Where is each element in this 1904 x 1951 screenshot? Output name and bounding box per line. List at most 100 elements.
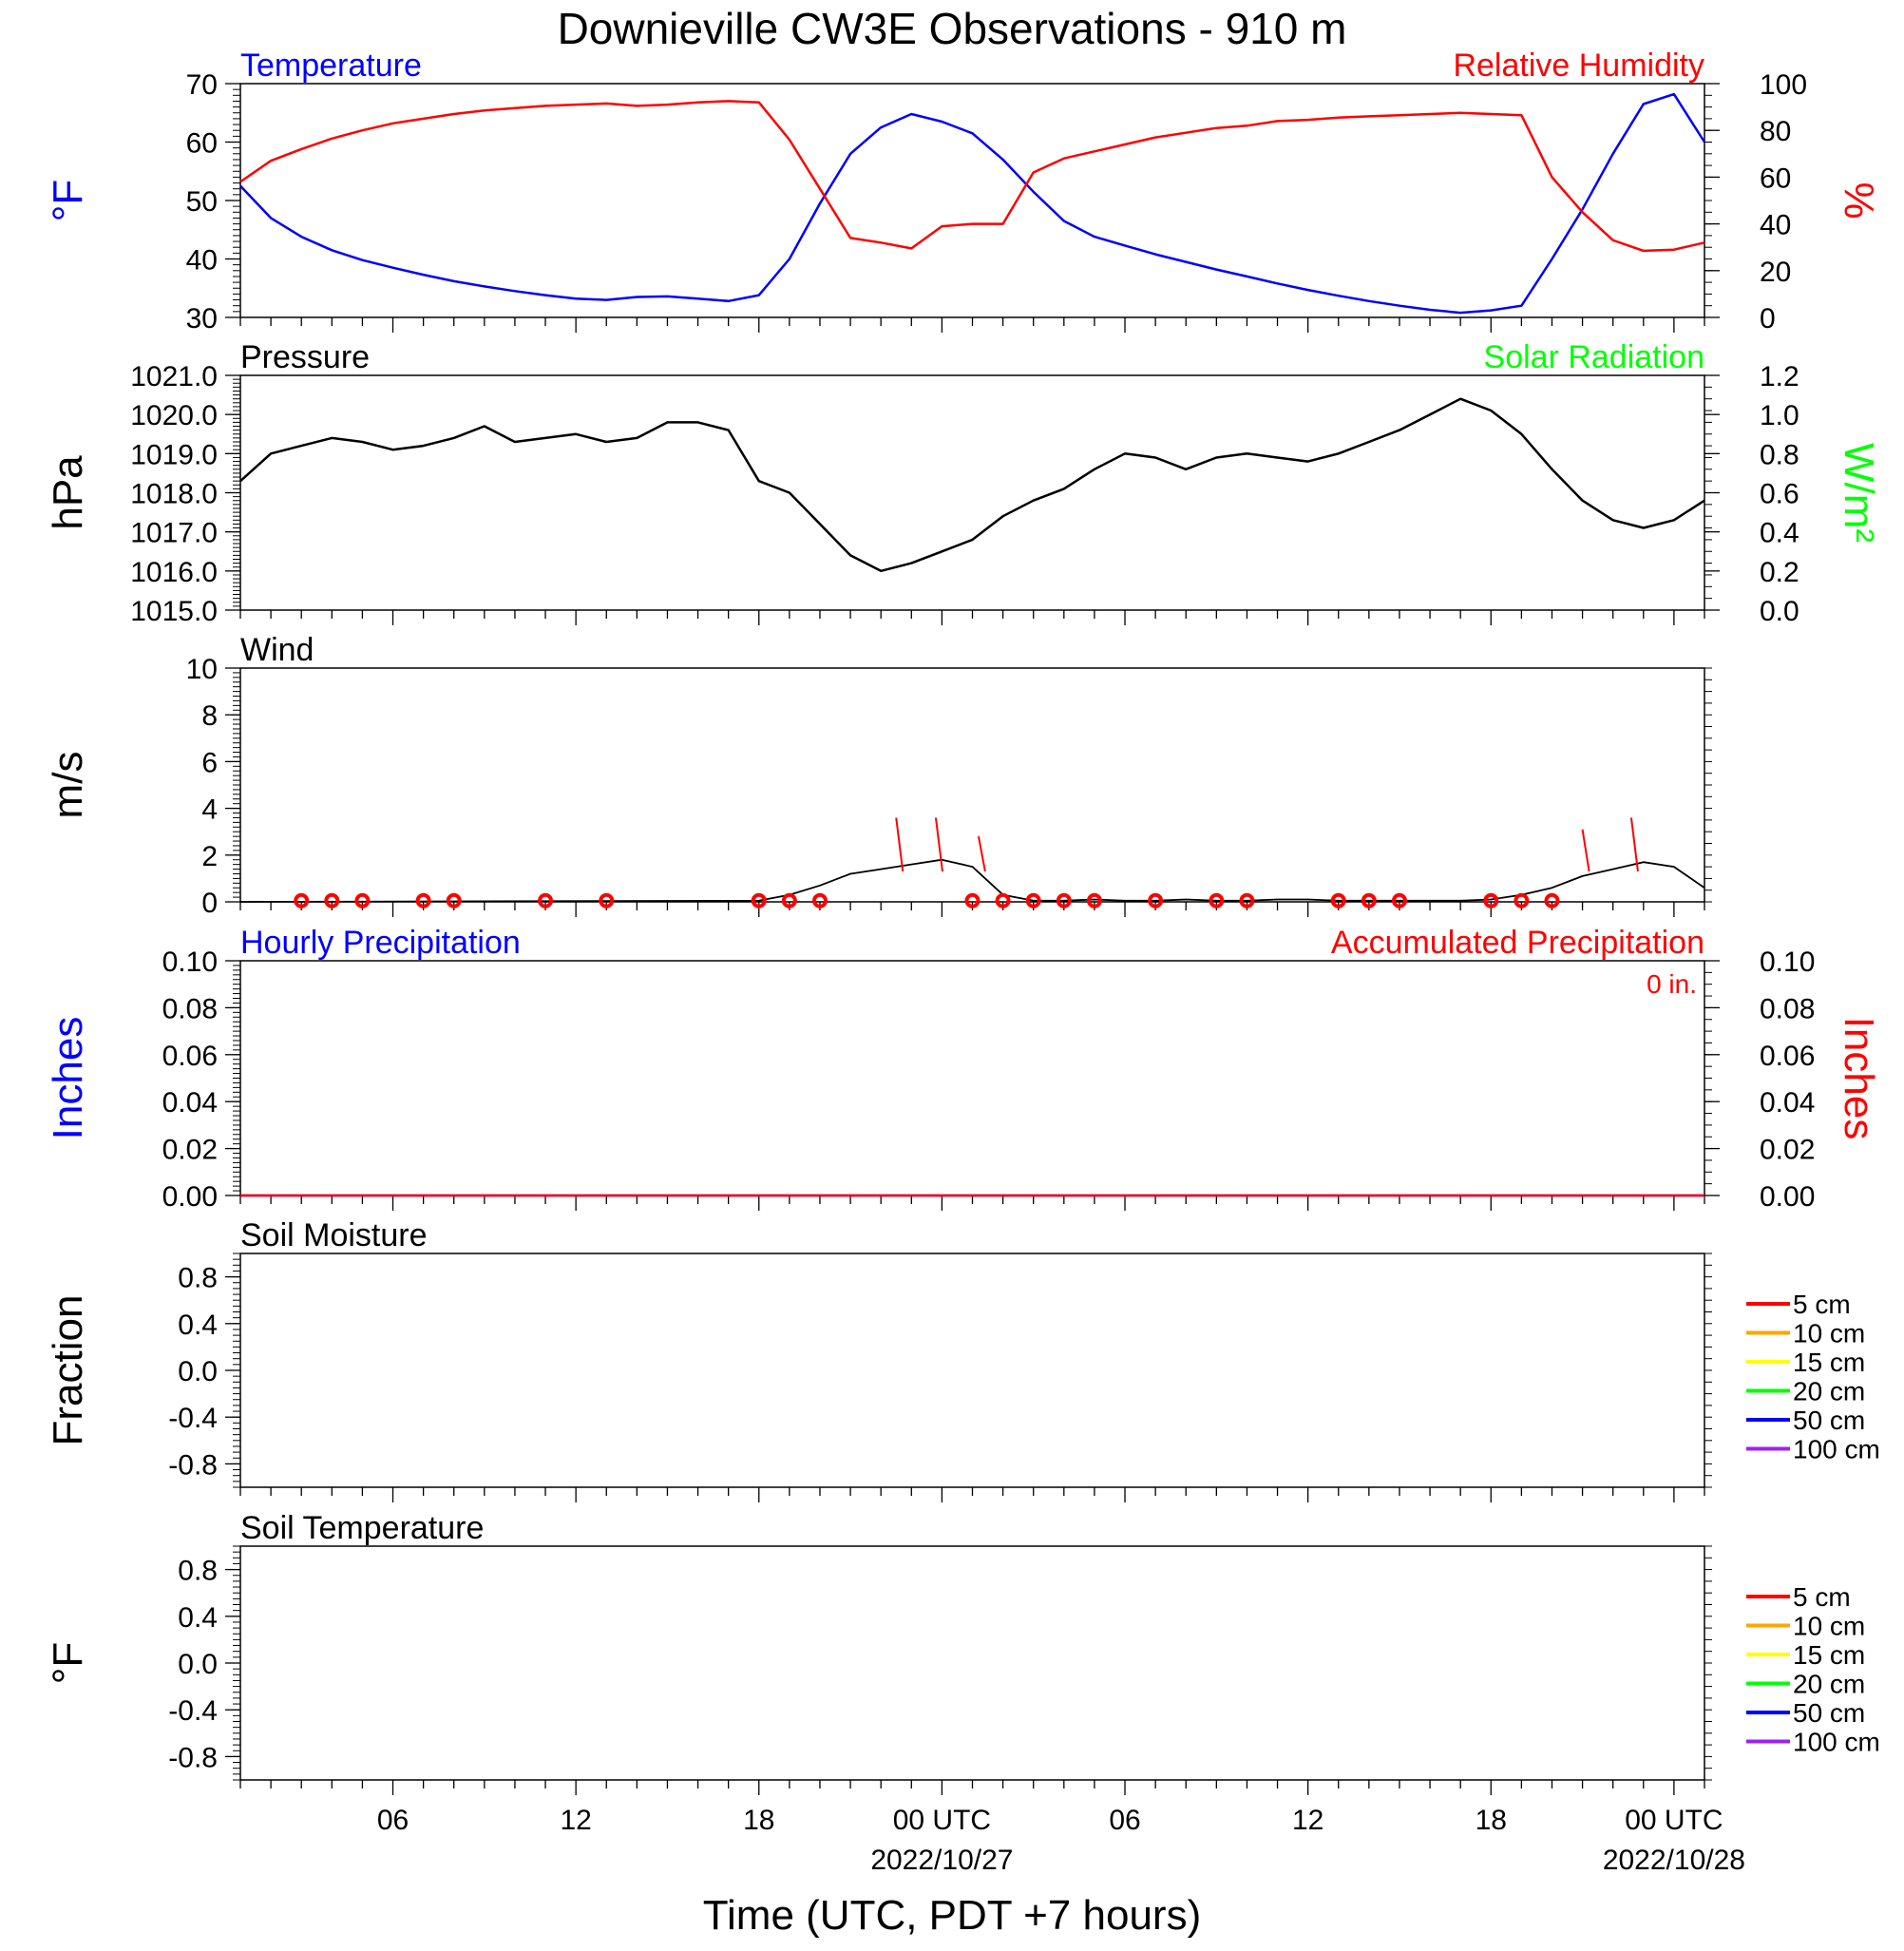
soilt-y-tick-label: 0.4: [178, 1602, 218, 1634]
precip-y-tick-label: 0.06: [162, 1041, 218, 1072]
soilm-y-tick-label: 0.4: [178, 1310, 218, 1341]
pres-y-tick-label: 1021.0: [130, 361, 218, 392]
x-tick-label: 12: [1292, 1805, 1323, 1836]
soilt-legend-label: 10 cm: [1793, 1612, 1865, 1641]
pres-right-title: Solar Radiation: [1484, 339, 1704, 375]
soilt-legend-label: 5 cm: [1793, 1582, 1851, 1612]
temp-y2-tick-label: 80: [1760, 116, 1791, 147]
soilm-y-tick-label: -0.8: [168, 1449, 218, 1481]
chart-title: Downieville CW3E Observations - 910 m: [558, 4, 1347, 53]
pres-y2-tick-label: 0.2: [1760, 557, 1799, 588]
soilt-y-tick-label: 0.8: [178, 1556, 218, 1587]
pres-y-tick-label: 1019.0: [130, 439, 218, 470]
pres-y-tick-label: 1015.0: [130, 596, 218, 627]
soilm-y-tick-label: 0.8: [178, 1263, 218, 1294]
temp-y2-tick-label: 20: [1760, 257, 1791, 288]
wind-direction-marker: [354, 892, 371, 909]
pres-y2-tick-label: 0.6: [1760, 479, 1799, 510]
temp-y2-tick-label: 100: [1760, 69, 1807, 101]
wind-direction-marker: [1330, 892, 1346, 909]
wind-direction-marker: [751, 892, 767, 909]
wind-gust-mark: [1629, 817, 1639, 872]
soilm-legend-label: 100 cm: [1793, 1435, 1880, 1464]
wind-gust-mark: [1581, 829, 1590, 872]
pressure-line: [239, 397, 1705, 573]
x-axis-label: Time (UTC, PDT +7 hours): [703, 1892, 1201, 1939]
soilt-legend-label: 50 cm: [1793, 1698, 1865, 1728]
wind-y-tick-label: 8: [201, 700, 218, 732]
temp-y2-tick-label: 60: [1760, 163, 1791, 194]
soilm-y-tick-label: 0.0: [178, 1356, 218, 1387]
soilm-y-tick-label: -0.4: [168, 1403, 218, 1434]
precip-y-tick-label: 0.02: [162, 1135, 218, 1166]
wind-left-title: Wind: [240, 632, 314, 668]
x-date-label: 2022/10/27: [870, 1845, 1013, 1876]
wind-direction-marker: [415, 892, 431, 909]
wind-direction-marker: [324, 892, 340, 909]
relative-humidity-line: [239, 100, 1705, 253]
pres-y-axis-label: hPa: [45, 455, 91, 530]
precip-y2-tick-label: 0.06: [1760, 1041, 1815, 1072]
soilm-y-axis-label: Fraction: [45, 1295, 91, 1446]
soilt-y-tick-label: 0.0: [178, 1649, 218, 1680]
pres-y-tick-label: 1016.0: [130, 557, 218, 588]
precip-y2-tick-label: 0.02: [1760, 1135, 1815, 1166]
x-tick-label: 18: [743, 1805, 774, 1836]
pres-y2-axis-label: W/m²: [1836, 443, 1882, 543]
x-date-label: 2022/10/28: [1603, 1845, 1745, 1876]
wind-gust-mark: [977, 835, 986, 872]
precip-y2-tick-label: 0.10: [1760, 947, 1815, 978]
precip-y2-tick-label: 0.04: [1760, 1087, 1815, 1119]
wind-direction-marker: [1361, 892, 1377, 909]
precip-right-title: Accumulated Precipitation: [1331, 925, 1704, 961]
wind-y-tick-label: 0: [201, 888, 218, 919]
temp-y-tick-label: 70: [186, 69, 218, 101]
soilm-frame: [239, 1253, 1705, 1488]
soilm-legend-label: 10 cm: [1793, 1319, 1865, 1348]
soilm-legend-label: 15 cm: [1793, 1348, 1865, 1377]
precip-y2-tick-label: 0.00: [1760, 1181, 1815, 1213]
temp-y2-tick-label: 40: [1760, 210, 1791, 241]
x-tick-label: 18: [1476, 1805, 1507, 1836]
wind-direction-marker: [1209, 892, 1225, 909]
temp-y-tick-label: 60: [186, 128, 218, 160]
temp-left-title: Temperature: [240, 48, 422, 84]
wind-direction-marker: [1056, 892, 1072, 909]
x-tick-label: 06: [1109, 1805, 1140, 1836]
soilt-y-tick-label: -0.8: [168, 1742, 218, 1773]
soilt-legend-label: 20 cm: [1793, 1670, 1865, 1699]
wind-gust-mark: [895, 817, 904, 872]
wind-direction-marker: [1148, 892, 1164, 909]
x-tick-label: 00 UTC: [1625, 1805, 1723, 1836]
precip-y-tick-label: 0.10: [162, 947, 218, 978]
x-tick-label: 12: [560, 1805, 591, 1836]
temp-y-tick-label: 50: [186, 186, 218, 218]
precip-y2-axis-label: Inches: [1836, 1017, 1882, 1140]
soilm-legend-label: 5 cm: [1793, 1290, 1851, 1319]
wind-direction-marker: [1483, 892, 1499, 909]
soilt-y-tick-label: -0.4: [168, 1695, 218, 1727]
soilm-legend-label: 20 cm: [1793, 1377, 1865, 1406]
wind-direction-marker: [1025, 892, 1041, 909]
wind-y-tick-label: 4: [201, 794, 218, 826]
wind-direction-marker: [781, 892, 797, 909]
pres-frame: [239, 374, 1705, 611]
wind-direction-marker: [538, 892, 554, 909]
wind-direction-marker: [995, 892, 1011, 909]
wind-direction-marker: [964, 892, 981, 909]
wind-direction-marker: [294, 892, 310, 909]
wind-speed-line: [239, 858, 1705, 903]
temp-y-tick-label: 40: [186, 245, 218, 277]
wind-direction-marker: [1514, 892, 1530, 909]
precip-total-label: 0 in.: [1647, 969, 1697, 999]
precip-y2-tick-label: 0.08: [1760, 993, 1815, 1024]
wind-y-tick-label: 10: [186, 654, 218, 685]
wind-gust-mark: [934, 817, 943, 872]
wind-direction-marker: [446, 892, 462, 909]
soilt-legend-label: 15 cm: [1793, 1640, 1865, 1670]
wind-direction-marker: [599, 892, 615, 909]
temp-y-axis-label: °F: [45, 180, 91, 221]
pres-y2-tick-label: 1.2: [1760, 361, 1799, 392]
precip-y-tick-label: 0.08: [162, 993, 218, 1024]
